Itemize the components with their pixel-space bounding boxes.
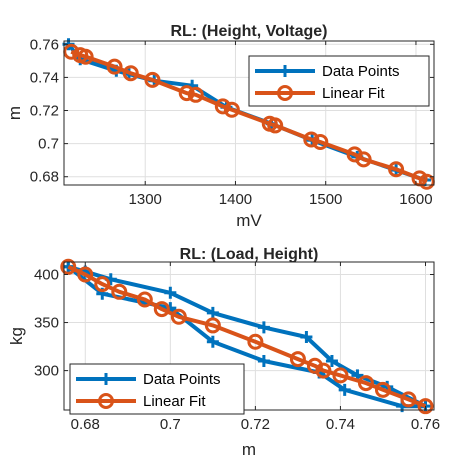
chart1-legend-plus-marker bbox=[279, 65, 291, 77]
chart1-ytick-label: 0.72 bbox=[30, 103, 59, 120]
chart2-fit-point-marker bbox=[77, 266, 94, 283]
chart1-xtick-label: 1400 bbox=[219, 191, 252, 208]
chart1-fit-point-marker bbox=[122, 65, 139, 82]
chart1-linear-fit-line bbox=[70, 49, 428, 184]
chart2-ytick-label: 350 bbox=[34, 315, 59, 332]
chart-load-height: 0.68 0.7 0.72 0.74 0.76 300 350 400 RL: (Load, … bbox=[7, 246, 440, 459]
chart1-ytick-label: 0.7 bbox=[38, 136, 59, 153]
chart1-ylabel: m bbox=[5, 106, 24, 120]
chart2-xtick-label: 0.68 bbox=[71, 416, 100, 433]
chart-height-voltage: 1300 1400 1500 1600 0.68 0.7 0.72 0.74 0.76 RL: … bbox=[5, 23, 435, 230]
chart1-legend-fit-label: Linear Fit bbox=[322, 85, 385, 102]
chart1-fit-point-marker bbox=[77, 48, 94, 65]
chart2-axes-box bbox=[63, 261, 435, 411]
chart2-data-point-marker bbox=[257, 321, 270, 334]
chart2-legend-plus-marker bbox=[100, 373, 112, 385]
chart2-legend-circle-marker bbox=[98, 393, 114, 409]
chart2-fit-point-marker bbox=[136, 291, 153, 308]
chart2-fit-point-marker bbox=[289, 351, 306, 368]
chart1-fit-point-marker bbox=[106, 58, 123, 75]
chart2-legend-data-label: Data Points bbox=[143, 371, 221, 388]
chart1-series bbox=[62, 38, 435, 190]
chart2-fit-point-marker bbox=[374, 381, 391, 398]
chart1-legend-circle-marker bbox=[277, 85, 293, 101]
chart2-ytick-label: 300 bbox=[34, 363, 59, 380]
chart2-data-point-marker bbox=[164, 286, 177, 299]
chart2-ylabel: kg bbox=[7, 327, 26, 345]
chart1-fit-point-marker bbox=[303, 131, 320, 148]
chart2-fit-point-marker bbox=[247, 333, 264, 350]
chart1-xtick-label: 1300 bbox=[129, 191, 162, 208]
chart2-data-point-marker bbox=[206, 335, 219, 348]
chart2-xtick-label: 0.76 bbox=[411, 416, 440, 433]
chart2-data-point-marker bbox=[206, 306, 219, 319]
chart1-fit-point-marker bbox=[223, 101, 240, 118]
chart2-legend-box bbox=[69, 363, 245, 415]
chart1-xtick-label: 1500 bbox=[309, 191, 342, 208]
chart2-ytick-label: 400 bbox=[34, 266, 59, 283]
chart2-fit-point-marker bbox=[400, 391, 417, 408]
chart2-data-point-marker bbox=[300, 330, 313, 343]
chart1-fit-point-marker bbox=[63, 43, 80, 60]
chart2-fit-point-marker bbox=[60, 258, 77, 275]
chart2-fit-point-marker bbox=[357, 375, 374, 392]
chart2-xlabel: m bbox=[242, 440, 256, 459]
chart2-data-point-marker bbox=[257, 354, 270, 367]
chart1-fit-point-marker bbox=[214, 98, 231, 115]
chart2-fit-point-marker bbox=[153, 301, 170, 318]
chart2-data-point-marker bbox=[325, 354, 338, 367]
chart1-xlabel: mV bbox=[236, 211, 262, 230]
chart2-fit-point-marker bbox=[417, 398, 434, 415]
chart2-xtick-label: 0.74 bbox=[326, 416, 355, 433]
chart1-fit-point-marker bbox=[178, 85, 195, 102]
chart1-xtick-label: 1600 bbox=[399, 191, 432, 208]
chart2-ticks: 0.68 0.7 0.72 0.74 0.76 300 350 400 bbox=[34, 262, 440, 433]
chart2-fit-point-marker bbox=[170, 308, 187, 325]
chart1-fit-point-marker bbox=[267, 117, 284, 134]
chart2-title: RL: (Load, Height) bbox=[180, 246, 319, 263]
chart1-title: RL: (Height, Voltage) bbox=[170, 23, 327, 40]
chart2-data-point-marker bbox=[338, 383, 351, 396]
chart2-fit-point-marker bbox=[315, 362, 332, 379]
chart2-legend: Data Points Linear Fit bbox=[69, 363, 245, 415]
chart1-fit-point-marker bbox=[355, 151, 372, 168]
chart1-ticks: 1300 1400 1500 1600 0.68 0.7 0.72 0.74 0.76 bbox=[30, 36, 434, 208]
chart1-fit-point-marker bbox=[144, 71, 161, 88]
chart1-ytick-label: 0.74 bbox=[30, 69, 59, 86]
chart1-legend: Data Points Linear Fit bbox=[248, 55, 430, 107]
chart1-legend-data-label: Data Points bbox=[322, 63, 400, 80]
chart2-xtick-label: 0.72 bbox=[241, 416, 270, 433]
chart2-series bbox=[60, 258, 434, 415]
chart2-fit-point-marker bbox=[332, 367, 349, 384]
chart1-fit-point-marker bbox=[187, 86, 204, 103]
chart2-fit-point-marker bbox=[204, 317, 221, 334]
chart2-xtick-label: 0.7 bbox=[160, 416, 181, 433]
chart1-fit-point-marker bbox=[388, 161, 405, 178]
chart1-fit-point-marker bbox=[418, 173, 435, 190]
chart1-ytick-label: 0.76 bbox=[30, 36, 59, 53]
chart1-ytick-label: 0.68 bbox=[30, 169, 59, 186]
chart1-axes-box bbox=[63, 40, 435, 186]
chart1-fit-point-marker bbox=[312, 133, 329, 150]
chart2-fit-point-marker bbox=[111, 283, 128, 300]
chart2-fit-point-marker bbox=[94, 276, 111, 293]
chart2-legend-fit-label: Linear Fit bbox=[143, 393, 206, 410]
